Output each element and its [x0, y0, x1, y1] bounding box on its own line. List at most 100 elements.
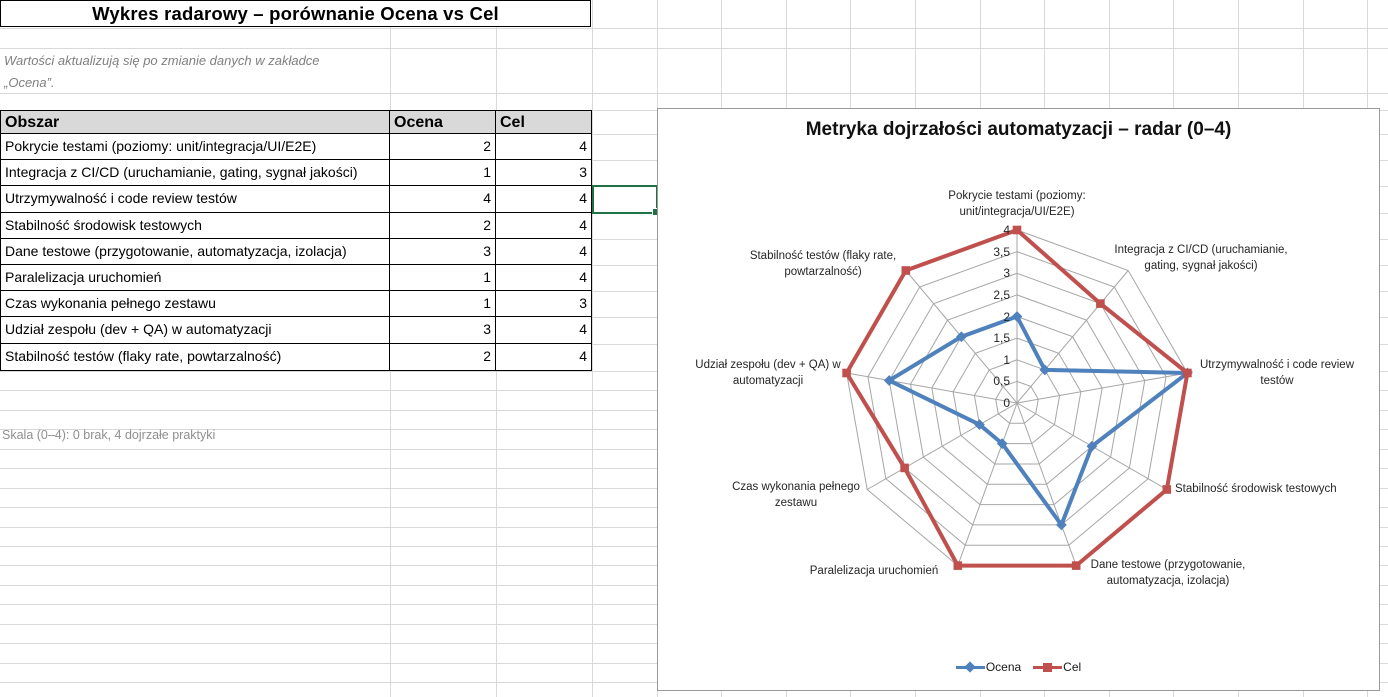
table-row: Czas wykonania pełnego zestawu 1 3 — [1, 291, 591, 318]
axis-category-label: Integracja z CI/CD (uruchamianie, gating… — [1114, 244, 1288, 272]
table-row: Pokrycie testami (poziomy: unit/integrac… — [1, 134, 591, 161]
note-line-1: Wartości aktualizują się po zmianie dany… — [4, 53, 320, 68]
cell-obszar[interactable]: Stabilność testów (flaky rate, powtarzal… — [1, 343, 390, 370]
cell-obszar[interactable]: Stabilność środowisk testowych — [1, 212, 390, 238]
title-cell[interactable]: Wykres radarowy – porównanie Ocena vs Ce… — [0, 0, 591, 27]
cell-cel[interactable]: 3 — [579, 164, 587, 181]
radial-tick-label: 1,5 — [993, 331, 1010, 346]
cell-obszar[interactable]: Czas wykonania pełnego zestawu — [1, 291, 390, 317]
cell-obszar[interactable]: Udział zespołu (dev + QA) w automatyzacj… — [1, 317, 390, 343]
radar-grid-ring — [909, 294, 1125, 506]
cell-cel[interactable]: 4 — [579, 321, 587, 338]
cell-cel[interactable]: 4 — [579, 138, 587, 154]
cell-obszar[interactable]: Paralelizacja uruchomień — [1, 264, 390, 291]
square-marker-icon — [1043, 662, 1053, 672]
cell-ocena[interactable]: 2 — [390, 212, 496, 238]
table-row: Paralelizacja uruchomień 1 4 — [1, 264, 591, 292]
cell-cel[interactable]: 4 — [579, 268, 587, 285]
cell-obszar[interactable]: Integracja z CI/CD (uruchamianie, gating… — [1, 160, 390, 186]
legend-label: Ocena — [985, 660, 1022, 674]
cell-obszar[interactable]: Dane testowe (przygotowanie, automatyzac… — [1, 238, 390, 264]
cell-obszar[interactable]: Utrzymywalność i code review testów — [1, 186, 390, 212]
selected-cell[interactable] — [592, 185, 660, 216]
series-cel-marker — [1012, 225, 1022, 235]
radar-spoke — [1016, 372, 1188, 404]
series-cel-marker — [953, 561, 963, 570]
radar-chart[interactable]: Metryka dojrzałości automatyzacji – rada… — [657, 108, 1380, 691]
cell-ocena[interactable]: 2 — [390, 134, 496, 160]
table-row: Dane testowe (przygotowanie, automatyzac… — [1, 238, 591, 265]
chart-title: Metryka dojrzałości automatyzacji – rada… — [805, 119, 1232, 140]
cell-ocena[interactable]: 2 — [390, 343, 496, 370]
gridline — [0, 48, 1388, 49]
cell-ocena[interactable]: 3 — [390, 317, 496, 343]
data-table: Obszar Ocena Cel Pokrycie testami (poziomy:… — [0, 110, 592, 371]
cell-ocena[interactable]: 3 — [390, 238, 496, 264]
gridline — [0, 28, 1388, 29]
axis-category-label: Pokrycie testami (poziomy: unit/integrac… — [948, 190, 1086, 218]
radial-tick-label: 1 — [1003, 352, 1010, 367]
cell-ocena[interactable]: 4 — [390, 186, 496, 212]
series-ocena-marker — [956, 331, 967, 343]
scale-note-cell[interactable]: Skala (0–4): 0 brak, 4 dojrzałe praktyki — [2, 428, 216, 442]
cell-cel[interactable]: 4 — [579, 216, 587, 233]
axis-category-label: Stabilność testów (flaky rate, powtarzal… — [749, 250, 897, 278]
series-ocena-marker — [1039, 364, 1051, 376]
radar-grid-ring — [931, 315, 1103, 485]
table-row: Udział zespołu (dev + QA) w automatyzacj… — [1, 317, 591, 344]
chart-legend[interactable]: Ocena Cel — [658, 660, 1379, 674]
radial-tick-label: 0 — [1003, 396, 1010, 410]
cell-cel[interactable]: 4 — [579, 242, 587, 259]
radial-tick-label: 2 — [1003, 309, 1010, 324]
legend-item-ocena[interactable]: Ocena — [955, 660, 1022, 674]
radial-tick-label: 0,5 — [993, 374, 1010, 389]
radial-tick-label: 3,5 — [993, 244, 1010, 259]
cell-cel[interactable]: 4 — [579, 190, 587, 207]
series-cel-marker — [900, 463, 909, 473]
cell-ocena[interactable]: 1 — [390, 264, 496, 291]
series-cel-marker — [842, 368, 851, 378]
cell-ocena[interactable]: 1 — [390, 291, 496, 317]
gridline — [592, 0, 593, 697]
sheet-title-text: Wykres radarowy – porównanie Ocena vs Ce… — [92, 3, 499, 24]
header-cell-cel[interactable]: Cel — [500, 114, 525, 131]
series-ocena-line — [885, 314, 1194, 530]
legend-swatch-square — [1033, 660, 1063, 674]
series-cel-marker — [901, 266, 911, 275]
legend-item-cel[interactable]: Cel — [1033, 660, 1081, 674]
note-cell[interactable]: Wartości aktualizują się po zmianie dany… — [4, 50, 424, 94]
radar-grid-ring — [973, 359, 1061, 445]
series-cel-marker — [1071, 561, 1081, 570]
cell-obszar[interactable]: Pokrycie testami (poziomy: unit/integrac… — [1, 134, 390, 160]
radar-grid-ring — [995, 380, 1039, 424]
header-cell-ocena[interactable]: Ocena — [390, 111, 496, 133]
series-cel-marker — [1162, 485, 1172, 494]
table-row: Integracja z CI/CD (uruchamianie, gating… — [1, 160, 591, 187]
table-row: Stabilność środowisk testowych 2 4 — [1, 212, 591, 239]
series-cel-marker — [1183, 368, 1192, 378]
cell-ocena[interactable]: 1 — [390, 160, 496, 186]
radar-spoke — [1016, 270, 1129, 404]
cell-cel[interactable]: 3 — [579, 295, 587, 312]
radar-spoke — [866, 402, 1018, 490]
radial-tick-label: 2,5 — [993, 287, 1010, 302]
radar-grid-ring — [867, 251, 1167, 546]
radar-spoke — [957, 402, 1018, 566]
axis-category-label: Udział zespołu (dev + QA) w automatyzacj… — [695, 359, 841, 387]
axis-category-label: Dane testowe (przygotowanie, automatyzac… — [1090, 559, 1246, 587]
legend-label: Cel — [1063, 660, 1082, 674]
axis-category-label: Paralelizacja uruchomień — [809, 565, 939, 577]
axis-category-label: Czas wykonania pełnego zestawu — [732, 481, 860, 509]
note-line-2: „Ocena”. — [4, 75, 55, 90]
series-cel-marker — [1096, 299, 1105, 308]
radial-tick-label: 4 — [1003, 223, 1010, 237]
cell-cel[interactable]: 4 — [579, 347, 587, 364]
axis-category-label: Utrzymywalność i code review testów — [1199, 359, 1354, 387]
radar-spoke — [846, 372, 1018, 404]
table-row: Stabilność testów (flaky rate, powtarzal… — [1, 343, 591, 370]
axis-category-label: Stabilność środowisk testowych — [1175, 483, 1337, 495]
gridline — [0, 93, 1388, 94]
diamond-marker-icon — [964, 661, 976, 673]
header-cell-obszar[interactable]: Obszar — [1, 111, 390, 133]
